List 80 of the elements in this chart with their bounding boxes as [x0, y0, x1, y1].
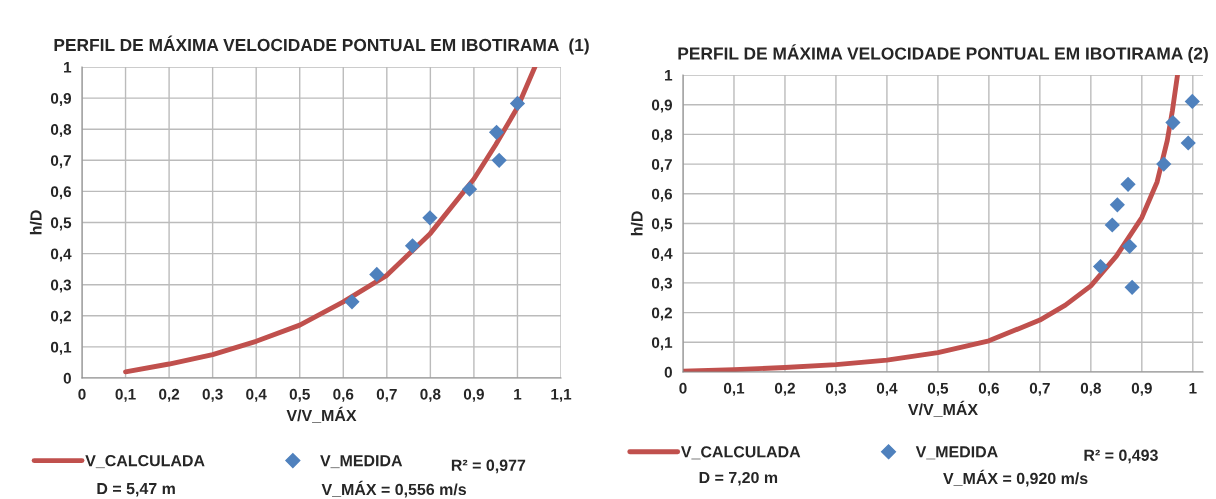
y-tick-label: 0,7	[651, 158, 672, 172]
y-tick-label: 0,2	[651, 307, 672, 321]
chart-title: PERFIL DE MÁXIMA VELOCIDADE PONTUAL EM IBOTIRAMA (1)	[54, 35, 589, 55]
x-tick-label: 0,1	[115, 388, 136, 402]
point	[1184, 93, 1200, 110]
x-tick-label: 0,7	[1029, 382, 1050, 396]
point	[369, 266, 385, 283]
y-tick-label: 0,1	[50, 341, 72, 355]
chart-title: PERFIL DE MÁXIMA VELOCIDADE PONTUAL EM IBOTIRAMA (2)	[678, 44, 1208, 64]
text: D = 7,20 m	[699, 471, 778, 486]
point	[1121, 238, 1138, 254]
y-tick-label: 1	[64, 62, 72, 73]
y-tick-label: 0,6	[651, 188, 673, 202]
y-axis-title: h/D	[29, 210, 42, 235]
x-tick-label: 0,6	[333, 388, 354, 402]
point	[1109, 197, 1125, 213]
point	[1120, 176, 1136, 192]
x-tick-label: 0,2	[774, 382, 795, 396]
text: R² = 0,493	[1084, 449, 1158, 464]
x-tick-label: 0,1	[723, 382, 745, 396]
legend-label: V_MEDIDA	[915, 446, 998, 460]
x-tick-label: 0,5	[927, 382, 949, 396]
x-tick-label: 0,9	[1131, 382, 1152, 396]
line-series	[123, 67, 538, 375]
point	[1180, 135, 1196, 151]
y-tick-label: 0,6	[50, 186, 72, 200]
y-tick-label: 0,9	[651, 99, 673, 113]
x-axis-title: V/V_MÁX	[286, 406, 357, 423]
y-tick-label: 0,3	[50, 279, 72, 293]
x-tick-label: 1	[514, 388, 522, 400]
point	[1165, 114, 1181, 131]
y-tick-label: 0,8	[50, 124, 72, 138]
x-tick-label: 0,3	[825, 382, 847, 396]
point	[491, 152, 507, 168]
point	[1124, 279, 1140, 295]
x-tick-label: 0,4	[246, 388, 267, 402]
x-tick-label: 0	[679, 382, 687, 394]
x-tick-label: 0,2	[159, 388, 180, 402]
x-tick-label: 0,4	[876, 382, 898, 396]
x-tick-label: 0,8	[1080, 382, 1101, 396]
text: D = 5,47 m	[97, 483, 175, 497]
y-tick-label: 0,4	[50, 248, 72, 262]
y-tick-label: 0,1	[651, 337, 673, 351]
x-tick-label: 0,9	[463, 388, 484, 402]
point	[344, 294, 360, 310]
y-tick-label: 0,9	[50, 92, 72, 106]
y-tick-label: 0,7	[50, 155, 71, 169]
x-tick-label: 0,5	[289, 388, 310, 402]
x-tick-label: 0,6	[978, 382, 999, 396]
text: R² = 0,977	[451, 459, 526, 474]
y-tick-label: 0,4	[651, 248, 673, 262]
legend-label: V_CALCULADA	[681, 446, 801, 460]
text: V_MÁX = 0,920 m/s	[943, 469, 1088, 487]
y-tick-label: 0,5	[50, 217, 72, 231]
x-tick-label: 1,1	[551, 388, 572, 402]
y-tick-label: 1	[665, 70, 673, 81]
text: V_MÁX = 0,556 m/s	[321, 480, 467, 498]
point	[404, 238, 421, 254]
y-tick-label: 0,3	[651, 277, 673, 291]
point	[1092, 258, 1109, 275]
x-tick-label: 1	[1189, 382, 1197, 394]
legend-label: V_CALCULADA	[85, 455, 205, 469]
y-tick-label: 0,5	[651, 218, 673, 232]
point	[461, 181, 478, 197]
point	[422, 210, 438, 226]
x-tick-label: 0	[78, 388, 86, 400]
x-tick-label: 0,8	[420, 388, 441, 402]
y-tick-label: 0,2	[50, 310, 71, 324]
y-tick-label: 0,8	[651, 129, 673, 143]
legend-label: V_MEDIDA	[320, 455, 403, 469]
y-axis-title: h/D	[630, 211, 643, 236]
y-tick-label: 0	[664, 366, 672, 378]
x-tick-label: 0,7	[376, 388, 397, 402]
point	[1156, 156, 1172, 172]
point	[1104, 217, 1120, 233]
point	[488, 124, 505, 140]
x-tick-label: 0,3	[202, 388, 223, 402]
point	[509, 95, 526, 111]
x-axis-title: V/V_MÁX	[908, 400, 978, 417]
y-tick-label: 0	[63, 372, 71, 384]
